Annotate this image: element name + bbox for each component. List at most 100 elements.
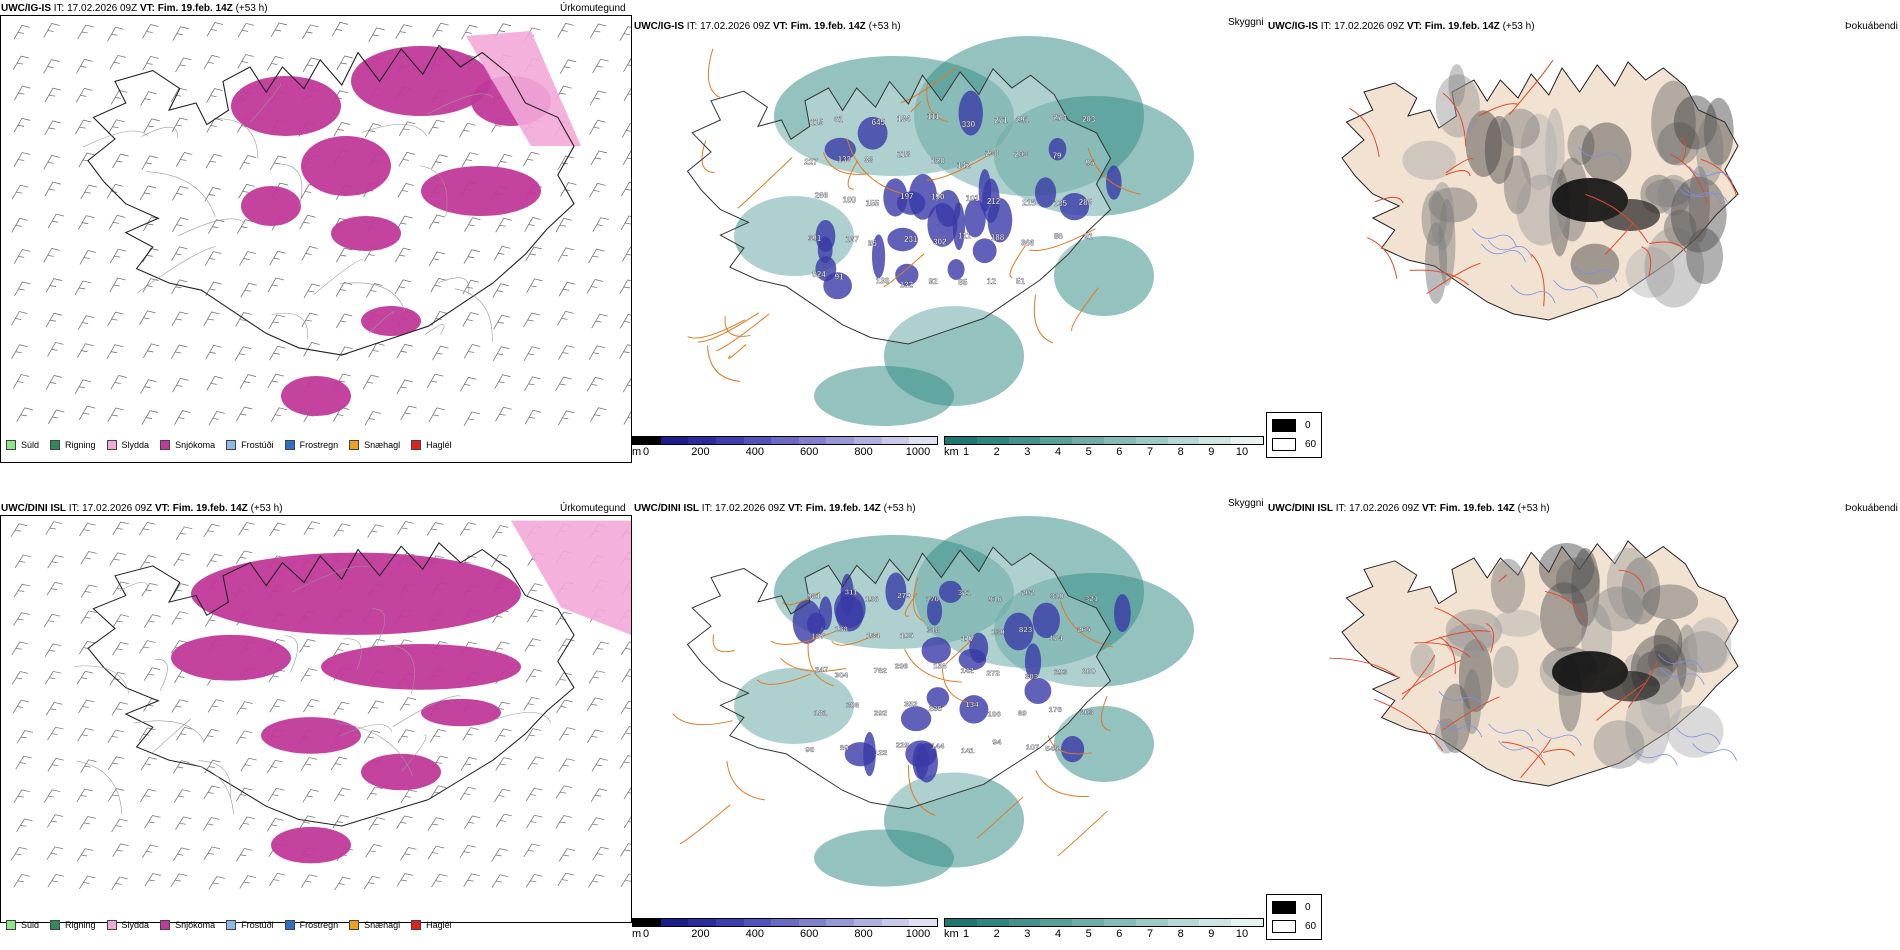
- snow-area: [331, 216, 401, 251]
- colorbar-bin: [1040, 437, 1073, 444]
- ceiling-label: 203: [1014, 150, 1028, 159]
- wind-barb: [47, 409, 65, 425]
- ceiling-label: 202: [1021, 588, 1035, 597]
- fog-area: [1410, 643, 1436, 679]
- colorbar-tick: 400: [745, 446, 764, 458]
- ceiling-label: 155: [866, 199, 880, 208]
- model-name: UWC/IG-IS: [1, 3, 51, 14]
- wind-barb: [302, 57, 320, 73]
- wind-barb: [333, 787, 351, 802]
- fog-area: [1663, 209, 1697, 247]
- wind-barb: [240, 757, 257, 772]
- wind-barb: [139, 310, 156, 326]
- wind-barb: [620, 843, 631, 857]
- legend-item: Frostúði: [226, 920, 274, 930]
- road-line: [1498, 574, 1507, 583]
- colorbar-bin: [771, 919, 799, 926]
- legend-item: Frostúði: [226, 440, 274, 450]
- low-ceiling-area: [1003, 612, 1034, 651]
- road-line: [1544, 590, 1586, 623]
- wind-barb: [43, 23, 60, 38]
- wind-barb: [267, 787, 285, 802]
- legend-swatch: [226, 920, 237, 930]
- fog-area: [1651, 80, 1696, 165]
- fog-area: [1555, 557, 1600, 604]
- wind-barb: [13, 24, 31, 40]
- lead-time: (+53 h): [250, 503, 283, 514]
- river-line: [1510, 284, 1556, 304]
- low-ceiling-area: [1106, 165, 1122, 200]
- wind-barb: [12, 374, 30, 389]
- wind-barb: [427, 845, 445, 860]
- river-line: [1572, 263, 1618, 283]
- road-line: [1508, 59, 1554, 115]
- ceiling-label: 291: [1016, 115, 1030, 124]
- colorbar-bin: [1072, 437, 1104, 444]
- fog-area: [1435, 74, 1480, 138]
- road-line: [137, 246, 217, 294]
- ceiling-label: 231: [904, 235, 918, 244]
- road-line: [145, 171, 216, 217]
- ceiling-label: 142: [960, 666, 974, 675]
- wind-barb: [111, 818, 128, 833]
- wind-barb: [235, 848, 253, 862]
- wind-barb: [590, 407, 607, 422]
- wind-barb: [239, 374, 257, 389]
- colorbar-tick: 3: [1024, 928, 1031, 940]
- road-line: [1641, 246, 1652, 277]
- legend-item: Snjókoma: [160, 440, 215, 450]
- snow-area: [271, 826, 351, 864]
- colorbar-bin: [1199, 437, 1232, 444]
- ceiling-label: 111: [958, 232, 971, 241]
- wind-barb: [619, 313, 631, 329]
- wind-barb: [592, 217, 609, 232]
- road-line: [1627, 661, 1658, 708]
- fog-area: [1642, 584, 1699, 620]
- ceiling-label: 132: [900, 280, 914, 289]
- wind-barb: [45, 702, 63, 716]
- ceiling-label: 167: [845, 235, 859, 244]
- road-line: [438, 277, 470, 295]
- wind-barb: [620, 873, 631, 887]
- wind-barb: [396, 815, 413, 829]
- fog-area: [1606, 548, 1652, 620]
- road-line: [1434, 607, 1485, 652]
- ceiling-label: 916: [988, 595, 1002, 604]
- wind-barb: [107, 788, 125, 802]
- wind-barb: [495, 153, 513, 169]
- wind-barb: [557, 155, 574, 171]
- road-line: [361, 124, 428, 137]
- wind-barb: [14, 554, 32, 568]
- colorbar-tick: 800: [854, 928, 873, 940]
- colorbar-tick: 7: [1146, 446, 1154, 458]
- ceiling-label: 203: [1082, 115, 1096, 124]
- colorbar-bin: [660, 437, 689, 444]
- colorbar-bin: [1040, 919, 1073, 926]
- road-line: [1501, 741, 1546, 766]
- wind-barb: [523, 312, 540, 328]
- wind-barb: [171, 117, 189, 133]
- ceiling-label: 823: [1019, 625, 1033, 634]
- snow-area: [361, 753, 441, 791]
- ceiling-label: 142: [957, 161, 971, 170]
- wind-barb: [172, 583, 189, 597]
- colorbar-tick: 2: [993, 446, 1000, 458]
- wind-barb: [364, 123, 382, 138]
- low-ceiling-area: [1034, 177, 1057, 208]
- fog-area: [1673, 95, 1718, 150]
- wind-barb: [80, 759, 97, 773]
- wind-barb: [491, 874, 509, 888]
- wind-barb: [620, 215, 631, 231]
- fog-area: [1657, 122, 1700, 166]
- wind-barb: [80, 184, 97, 200]
- wind-barb: [206, 375, 223, 391]
- wind-barb: [143, 667, 161, 681]
- wind-barb: [171, 699, 188, 713]
- model-name: UWC/DINI ISL: [634, 503, 699, 514]
- road-line: [343, 638, 362, 670]
- legend-label: Frostregn: [299, 440, 339, 450]
- wind-barb: [144, 815, 161, 829]
- wind-barb: [206, 553, 223, 568]
- init-time: 17.02.2026 09Z: [1349, 503, 1420, 514]
- road-line: [271, 312, 309, 340]
